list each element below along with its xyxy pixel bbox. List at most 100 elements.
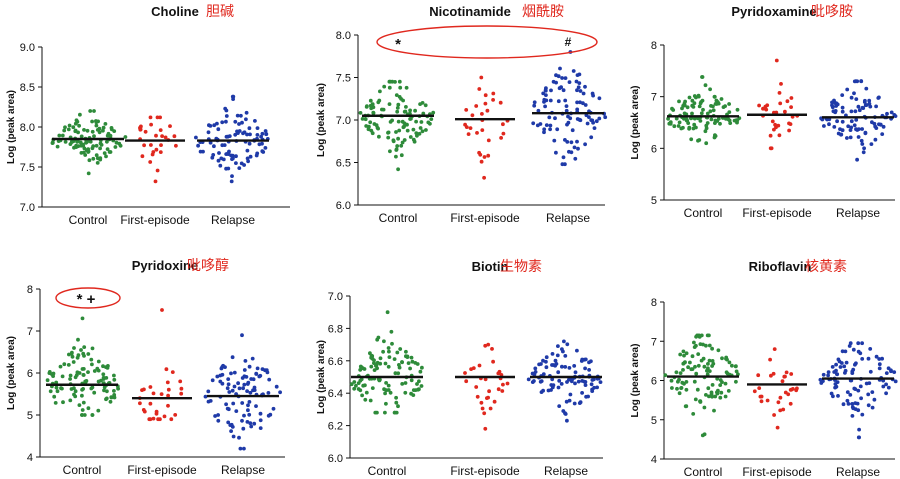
data-point-control <box>396 404 400 409</box>
data-point-control <box>400 119 405 124</box>
data-point-first-episode <box>483 377 488 382</box>
data-point-relapse <box>575 100 579 105</box>
data-point-relapse <box>860 412 865 417</box>
data-point-relapse <box>194 135 198 140</box>
data-point-control <box>405 128 410 133</box>
data-point-relapse <box>575 73 580 77</box>
data-point-relapse <box>876 96 881 100</box>
data-point-control <box>49 372 54 376</box>
data-point-control <box>358 111 363 115</box>
data-point-relapse <box>860 105 865 110</box>
data-point-control <box>388 120 393 124</box>
data-point-first-episode <box>477 87 482 91</box>
data-point-control <box>696 352 701 356</box>
data-point-control <box>363 397 368 402</box>
data-point-control <box>372 368 377 372</box>
data-point-relapse <box>544 123 549 127</box>
x-tick-label-first-episode: First-episode <box>127 463 197 477</box>
data-point-control <box>726 117 731 122</box>
y-tick-label: 9.0 <box>20 42 35 54</box>
data-point-control <box>705 372 710 377</box>
data-point-control <box>394 395 398 400</box>
y-tick-label: 7 <box>651 336 657 348</box>
data-point-control <box>92 390 97 395</box>
data-point-control <box>387 102 392 106</box>
data-point-control <box>696 93 701 98</box>
data-point-control <box>727 110 732 114</box>
data-point-control <box>58 364 63 369</box>
data-point-control <box>95 161 100 165</box>
data-point-control <box>79 151 84 155</box>
data-point-relapse <box>230 157 234 162</box>
data-point-relapse <box>230 94 235 99</box>
data-point-control <box>72 386 76 390</box>
data-point-control <box>96 408 101 413</box>
data-point-relapse <box>541 358 545 363</box>
data-point-control <box>105 133 110 138</box>
y-tick-label: 4 <box>27 452 33 464</box>
data-point-relapse <box>574 79 579 84</box>
data-point-first-episode <box>496 371 501 376</box>
data-point-first-episode <box>158 417 162 422</box>
data-point-relapse <box>216 413 221 417</box>
data-point-control <box>80 316 85 321</box>
data-point-relapse <box>538 379 543 384</box>
data-point-first-episode <box>781 407 786 412</box>
data-point-relapse <box>872 397 877 402</box>
data-point-control <box>710 383 715 387</box>
data-point-control <box>96 379 101 384</box>
data-point-relapse <box>822 124 826 128</box>
data-point-relapse <box>580 357 585 362</box>
data-point-control <box>734 379 738 384</box>
data-point-control <box>77 403 82 407</box>
data-point-control <box>73 389 78 394</box>
data-point-relapse <box>856 435 861 440</box>
data-point-control <box>703 129 708 134</box>
data-point-relapse <box>230 355 235 360</box>
data-point-relapse <box>858 351 863 356</box>
data-point-control <box>678 371 683 375</box>
data-point-relapse <box>830 103 834 108</box>
y-tick-label: 8 <box>27 284 33 296</box>
data-point-relapse <box>239 113 243 118</box>
data-point-control <box>61 400 65 405</box>
data-point-control <box>78 140 83 145</box>
data-point-control <box>72 392 76 397</box>
y-tick-label: 6 <box>651 143 657 155</box>
data-point-relapse <box>556 74 561 79</box>
data-point-relapse <box>557 378 562 383</box>
data-point-control <box>68 373 73 378</box>
data-point-relapse <box>257 374 262 379</box>
data-point-relapse <box>870 120 874 125</box>
data-point-control <box>700 75 704 79</box>
data-point-relapse <box>578 100 582 105</box>
data-point-first-episode <box>153 179 158 184</box>
y-tick-label: 6.8 <box>328 323 343 335</box>
data-point-relapse <box>226 377 231 381</box>
data-point-first-episode <box>783 109 787 114</box>
data-point-relapse <box>558 66 562 71</box>
data-point-relapse <box>547 115 552 120</box>
data-point-first-episode <box>785 99 790 104</box>
data-point-control <box>371 111 376 115</box>
data-point-control <box>60 374 65 379</box>
data-point-relapse <box>819 381 824 385</box>
data-point-relapse <box>874 354 879 359</box>
data-point-control <box>368 398 373 403</box>
data-point-control <box>94 119 98 123</box>
data-point-first-episode <box>757 103 761 108</box>
data-point-control <box>677 391 682 396</box>
y-tick-label: 5 <box>651 415 657 427</box>
data-point-control <box>84 379 89 383</box>
data-point-first-episode <box>501 382 505 387</box>
data-point-relapse <box>573 370 578 375</box>
data-point-control <box>383 361 388 366</box>
data-point-relapse <box>568 392 573 397</box>
data-point-first-episode <box>160 308 164 312</box>
data-point-first-episode <box>505 381 510 386</box>
data-point-control <box>388 390 393 395</box>
data-point-relapse <box>565 418 569 423</box>
data-point-control <box>378 89 382 94</box>
data-point-control <box>692 379 697 384</box>
